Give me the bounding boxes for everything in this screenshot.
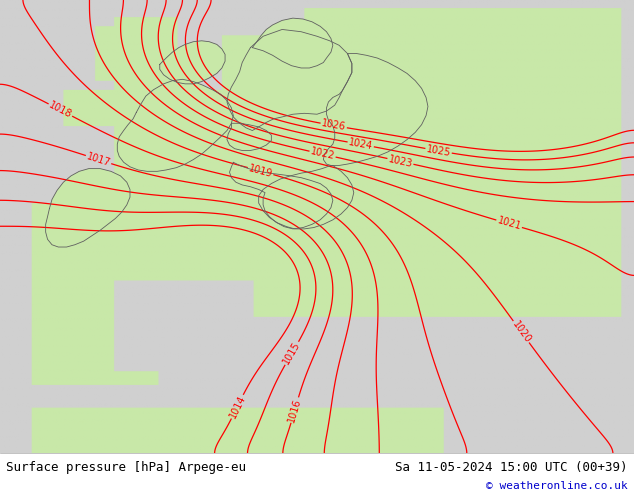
Text: 1014: 1014 [228, 393, 247, 420]
Polygon shape [252, 18, 333, 68]
Polygon shape [323, 53, 428, 166]
Text: © weatheronline.co.uk: © weatheronline.co.uk [486, 481, 628, 490]
Text: 1025: 1025 [425, 144, 451, 158]
Text: 1016: 1016 [287, 397, 303, 423]
Polygon shape [227, 29, 352, 130]
Text: 1015: 1015 [281, 340, 302, 367]
Text: 1017: 1017 [85, 151, 112, 168]
Text: 1020: 1020 [510, 319, 533, 344]
Text: 1023: 1023 [387, 154, 413, 169]
Polygon shape [46, 169, 130, 247]
Text: Sa 11-05-2024 15:00 UTC (00+39): Sa 11-05-2024 15:00 UTC (00+39) [395, 462, 628, 474]
Text: 1022: 1022 [309, 147, 336, 162]
Text: 1019: 1019 [247, 163, 274, 179]
Text: 1026: 1026 [321, 119, 347, 133]
Text: Surface pressure [hPa] Arpege-eu: Surface pressure [hPa] Arpege-eu [6, 462, 247, 474]
Polygon shape [160, 41, 225, 84]
Polygon shape [259, 166, 354, 229]
Text: 1024: 1024 [347, 137, 373, 151]
Polygon shape [230, 162, 333, 229]
Polygon shape [227, 123, 271, 150]
Text: 1018: 1018 [47, 100, 74, 120]
Text: 1021: 1021 [496, 216, 522, 232]
Polygon shape [117, 79, 233, 172]
